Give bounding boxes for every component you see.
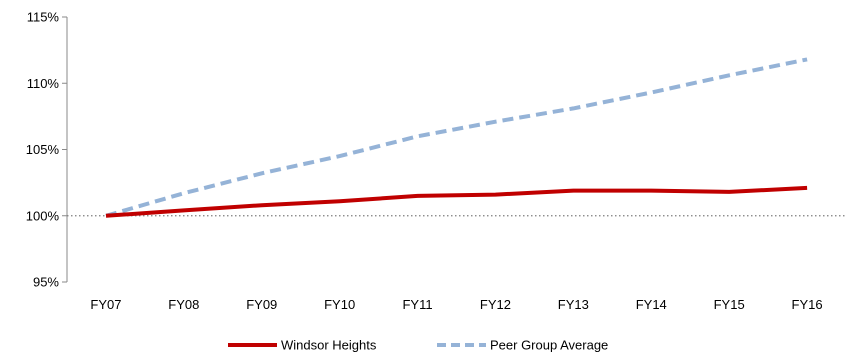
series-line-windsor-heights <box>105 185 808 218</box>
series-line-peer-group-average <box>105 57 808 218</box>
x-tick-label: FY13 <box>558 297 589 312</box>
x-tick-label: FY14 <box>636 297 667 312</box>
x-tick-label: FY12 <box>480 297 511 312</box>
chart-series <box>105 57 808 218</box>
x-tick-label: FY16 <box>792 297 823 312</box>
legend-label-windsor-heights: Windsor Heights <box>281 338 377 353</box>
y-tick-label: 115% <box>27 10 60 25</box>
x-tick-label: FY09 <box>246 297 277 312</box>
x-tick-label: FY08 <box>168 297 199 312</box>
y-tick-label: 110% <box>27 76 60 91</box>
y-tick-label: 95% <box>33 275 59 290</box>
x-axis-ticks: FY07 FY08 FY09 FY10 FY11 FY12 FY13 FY14 FY15 FY16 <box>90 297 822 312</box>
x-tick-label: FY11 <box>402 297 432 312</box>
x-tick-label: FY10 <box>324 297 355 312</box>
x-tick-label: FY07 <box>90 297 121 312</box>
x-tick-label: FY15 <box>714 297 745 312</box>
y-axis-ticks: 95% 100% 105% 110% 115% <box>26 10 67 290</box>
y-tick-label: 100% <box>26 208 60 223</box>
legend-label-peer-group-average: Peer Group Average <box>490 338 608 353</box>
y-tick-label: 105% <box>26 142 60 157</box>
chart-legend: Windsor Heights Peer Group Average <box>228 338 608 353</box>
chart-axes <box>66 17 846 282</box>
